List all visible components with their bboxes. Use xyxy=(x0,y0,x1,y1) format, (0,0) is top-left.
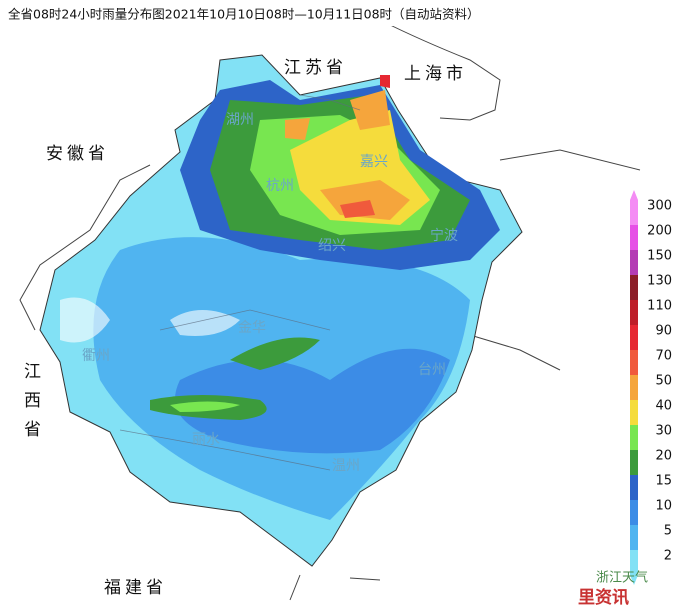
legend-swatch xyxy=(630,225,638,250)
dry-patches xyxy=(60,297,240,343)
rain-90 xyxy=(380,75,390,88)
legend-swatch xyxy=(630,475,638,500)
legend-swatch xyxy=(630,325,638,350)
province-label: 江西省 xyxy=(20,362,41,449)
city-label: 绍兴 xyxy=(318,238,346,254)
city-label: 温州 xyxy=(332,458,360,474)
province-label: 安徽省 xyxy=(46,144,109,164)
legend-swatch xyxy=(630,525,638,550)
legend-swatch xyxy=(630,250,638,275)
legend-swatch xyxy=(630,400,638,425)
legend-label: 130 xyxy=(647,274,672,289)
rain-70 xyxy=(340,200,375,218)
legend-label: 110 xyxy=(647,299,672,314)
legend-arrow-bottom xyxy=(630,575,638,585)
legend-label: 200 xyxy=(647,224,672,239)
rain-10 xyxy=(175,348,450,454)
legend-label: 20 xyxy=(655,449,672,464)
legend-label: 70 xyxy=(655,349,672,364)
legend-label: 2 xyxy=(664,549,672,564)
city-label: 丽水 xyxy=(192,432,220,448)
city-label: 台州 xyxy=(418,362,446,378)
legend-label: 40 xyxy=(655,399,672,414)
legend-label: 90 xyxy=(655,324,672,339)
city-label: 杭州 xyxy=(266,178,294,194)
border-lines xyxy=(19,19,641,601)
legend-swatch xyxy=(630,300,638,325)
legend-swatch xyxy=(630,375,638,400)
city-borders xyxy=(119,94,361,471)
legend-label: 300 xyxy=(647,199,672,214)
watermark-source: 里资讯 xyxy=(578,587,629,608)
city-label: 嘉兴 xyxy=(360,154,388,170)
city-label: 衢州 xyxy=(82,347,110,364)
legend-label: 5 xyxy=(664,524,672,539)
legend-swatch xyxy=(630,350,638,375)
province-label: 上海市 xyxy=(404,64,467,84)
rain-blobs xyxy=(60,75,500,520)
city-label: 湖州 xyxy=(226,112,254,128)
province-label: 福建省 xyxy=(104,578,167,598)
legend-label: 30 xyxy=(655,424,672,439)
legend-label: 150 xyxy=(647,249,672,264)
legend-swatch xyxy=(630,275,638,300)
rain-20b xyxy=(230,337,320,370)
legend-swatch xyxy=(630,200,638,225)
map-title: 全省08时24小时雨量分布图2021年10月10日08时—10月11日08时（自… xyxy=(8,7,480,22)
legend-label: 15 xyxy=(655,474,672,489)
city-label: 金华 xyxy=(238,320,266,336)
province-label: 江苏省 xyxy=(284,58,347,78)
legend-swatch xyxy=(630,500,638,525)
legend-arrow-top xyxy=(630,190,638,200)
rain-30 xyxy=(170,401,240,412)
legend-swatch xyxy=(630,550,638,575)
rain-50 xyxy=(285,90,410,220)
legend-label: 50 xyxy=(655,374,672,389)
city-label: 宁波 xyxy=(430,227,458,244)
legend-label: 10 xyxy=(655,499,672,514)
legend-swatch xyxy=(630,425,638,450)
title-bg xyxy=(0,0,515,26)
legend-swatch xyxy=(630,450,638,475)
watermark-brand: 浙江天气 xyxy=(596,570,648,586)
legend: 300 200 150 130 110 90 70 50 40 30 20 15 10 5 2 xyxy=(630,190,672,585)
